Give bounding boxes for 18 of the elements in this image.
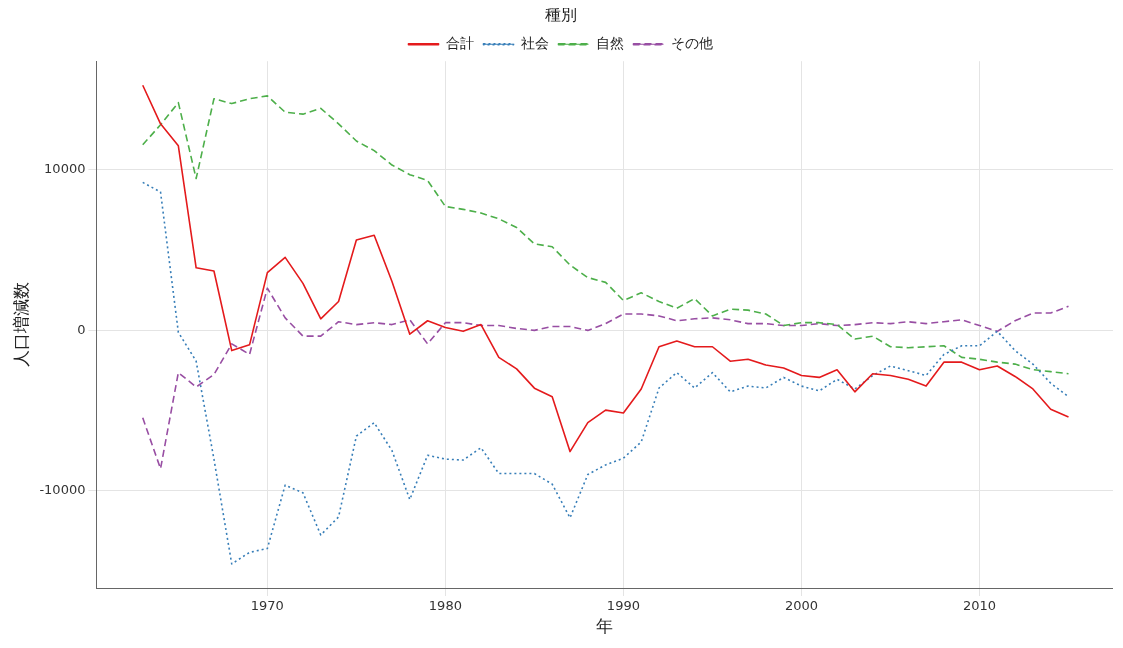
- x-tick-label: 1980: [428, 598, 462, 614]
- x-axis-title: 年: [596, 616, 614, 637]
- line-series: [141, 181, 1070, 565]
- x-tick-label: 1970: [250, 598, 284, 614]
- x-tick-label: 2000: [784, 598, 818, 614]
- y-tick-label: -10000: [39, 482, 86, 498]
- x-tick-label: 1990: [606, 598, 640, 614]
- y-tick-label: 10000: [44, 161, 86, 177]
- legend-label: 合計: [445, 34, 474, 51]
- line-series: [141, 287, 1070, 470]
- legend-title: 種別: [544, 5, 577, 25]
- legend-label: 自然: [595, 34, 624, 51]
- x-tick-label: 2010: [962, 598, 997, 614]
- y-axis-title: 人口増減数: [10, 282, 31, 368]
- line-series: [141, 95, 1070, 375]
- y-tick-label: 0: [77, 321, 86, 337]
- legend-label: その他: [670, 34, 713, 51]
- legend-label: 社会: [520, 34, 549, 51]
